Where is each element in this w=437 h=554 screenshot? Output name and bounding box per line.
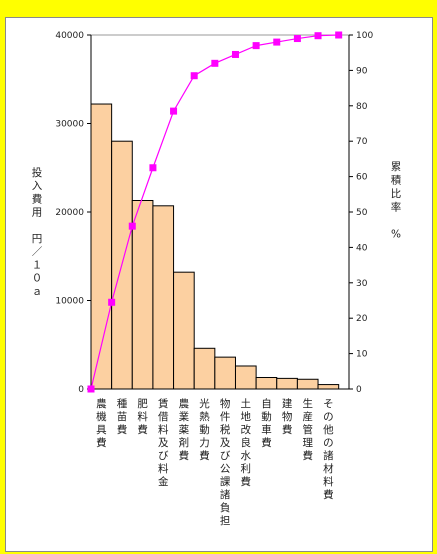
cumulative-point (231, 50, 239, 58)
y2-tick-label: 20 (356, 314, 368, 324)
cumulative-point (335, 31, 343, 39)
bar (173, 271, 195, 390)
cumulative-point (252, 42, 260, 50)
cumulative-point (87, 385, 95, 393)
category-label: 物件税及び公課諸負担 (220, 397, 231, 527)
bar (296, 378, 319, 390)
bar (193, 347, 216, 390)
svg-text:投入費用 円／１０ａ: 投入費用 円／１０ａ (32, 166, 43, 298)
y2-tick-label: 60 (356, 173, 368, 183)
y2-tick-label: 100 (356, 31, 373, 41)
category-label: その他の諸材料費 (323, 398, 334, 501)
cumulative-point (149, 164, 157, 172)
cumulative-point (211, 59, 219, 67)
y2-tick-label: 30 (356, 279, 368, 289)
svg-text:累積比率 %: 累積比率 % (391, 161, 402, 241)
category-label: 土地改良水利費 (241, 397, 252, 488)
y2-tick-label: 10 (356, 350, 368, 360)
cumulative-point (108, 298, 116, 306)
y-axis-label: 投入費用 円／１０ａ (32, 166, 43, 298)
bar (255, 376, 278, 390)
y2-tick-label: 50 (356, 208, 368, 218)
category-label: 農業薬剤費 (179, 397, 190, 462)
category-label: 肥料費 (137, 398, 148, 436)
category-label: 農機具費 (96, 397, 107, 449)
cumulative-point (190, 72, 198, 80)
y2-tick-label: 0 (356, 385, 362, 395)
y-tick-label: 20000 (55, 208, 84, 218)
category-label: 自動車費 (261, 397, 272, 449)
bar (317, 384, 340, 390)
y-tick-label: 40000 (55, 31, 84, 41)
cumulative-point (314, 32, 322, 40)
y-tick-label: 30000 (55, 120, 84, 130)
cumulative-point (170, 107, 178, 115)
cumulative-point (273, 38, 281, 46)
category-label: 賃借料及び料金 (158, 397, 169, 488)
bar (234, 365, 257, 390)
y2-axis-label: 累積比率 % (391, 161, 402, 241)
category-label: 種苗費 (117, 397, 128, 436)
y-tick-label: 10000 (55, 297, 84, 307)
cumulative-point (293, 35, 301, 43)
y2-tick-label: 90 (356, 66, 368, 76)
bar (214, 356, 236, 390)
category-label: 光熱動力費 (199, 397, 210, 462)
cumulative-point (128, 222, 136, 230)
category-label: 建物費 (282, 397, 293, 436)
y-tick-label: 0 (78, 385, 84, 395)
bar (152, 205, 175, 390)
y2-tick-label: 40 (356, 243, 368, 253)
y2-tick-label: 80 (356, 102, 368, 112)
category-label: 生産管理費 (302, 397, 313, 462)
bar (276, 377, 298, 390)
y2-tick-label: 70 (356, 137, 368, 147)
